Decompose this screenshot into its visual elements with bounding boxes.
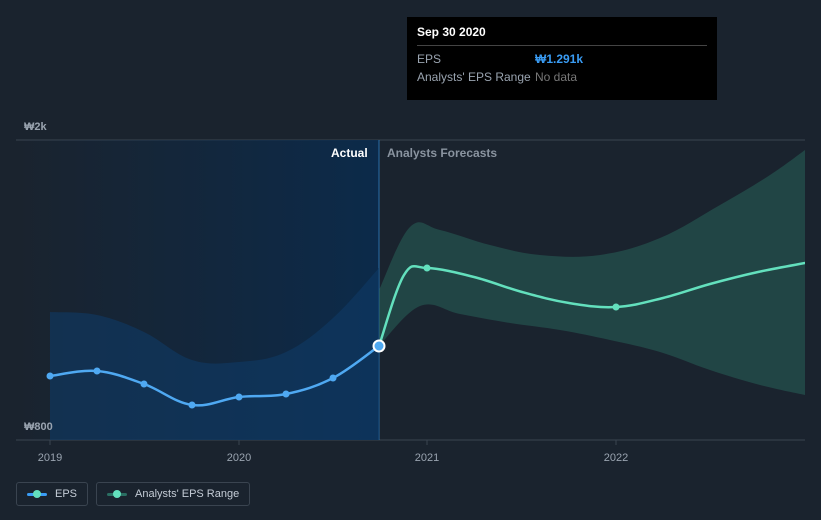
y-axis-tick: ₩800	[24, 421, 53, 433]
tooltip-row-eps: EPS ₩1.291k	[417, 50, 707, 68]
tooltip-label: EPS	[417, 50, 535, 68]
section-label-forecast: Analysts Forecasts	[387, 146, 497, 160]
x-axis-tick: 2021	[415, 452, 439, 464]
x-axis-tick: 2022	[604, 452, 628, 464]
y-axis-tick: ₩2k	[24, 121, 47, 133]
legend-label: Analysts' EPS Range	[135, 488, 239, 500]
x-axis-tick: 2020	[227, 452, 251, 464]
legend-swatch-range	[107, 488, 127, 500]
legend-item-range[interactable]: Analysts' EPS Range	[96, 482, 250, 506]
tooltip: Sep 30 2020 EPS ₩1.291k Analysts' EPS Ra…	[407, 17, 717, 100]
tooltip-value: ₩1.291k	[535, 50, 583, 68]
chart-container: { "tooltip": { "date": "Sep 30 2020", "r…	[0, 0, 821, 520]
tooltip-row-range: Analysts' EPS Range No data	[417, 68, 707, 86]
tooltip-date: Sep 30 2020	[417, 25, 707, 39]
tooltip-divider	[417, 45, 707, 46]
section-label-actual: Actual	[331, 146, 368, 160]
legend-label: EPS	[55, 488, 77, 500]
x-axis-tick: 2019	[38, 452, 62, 464]
legend-swatch-eps	[27, 488, 47, 500]
legend-item-eps[interactable]: EPS	[16, 482, 88, 506]
tooltip-label: Analysts' EPS Range	[417, 68, 535, 86]
legend: EPS Analysts' EPS Range	[16, 482, 250, 506]
tooltip-value: No data	[535, 68, 577, 86]
